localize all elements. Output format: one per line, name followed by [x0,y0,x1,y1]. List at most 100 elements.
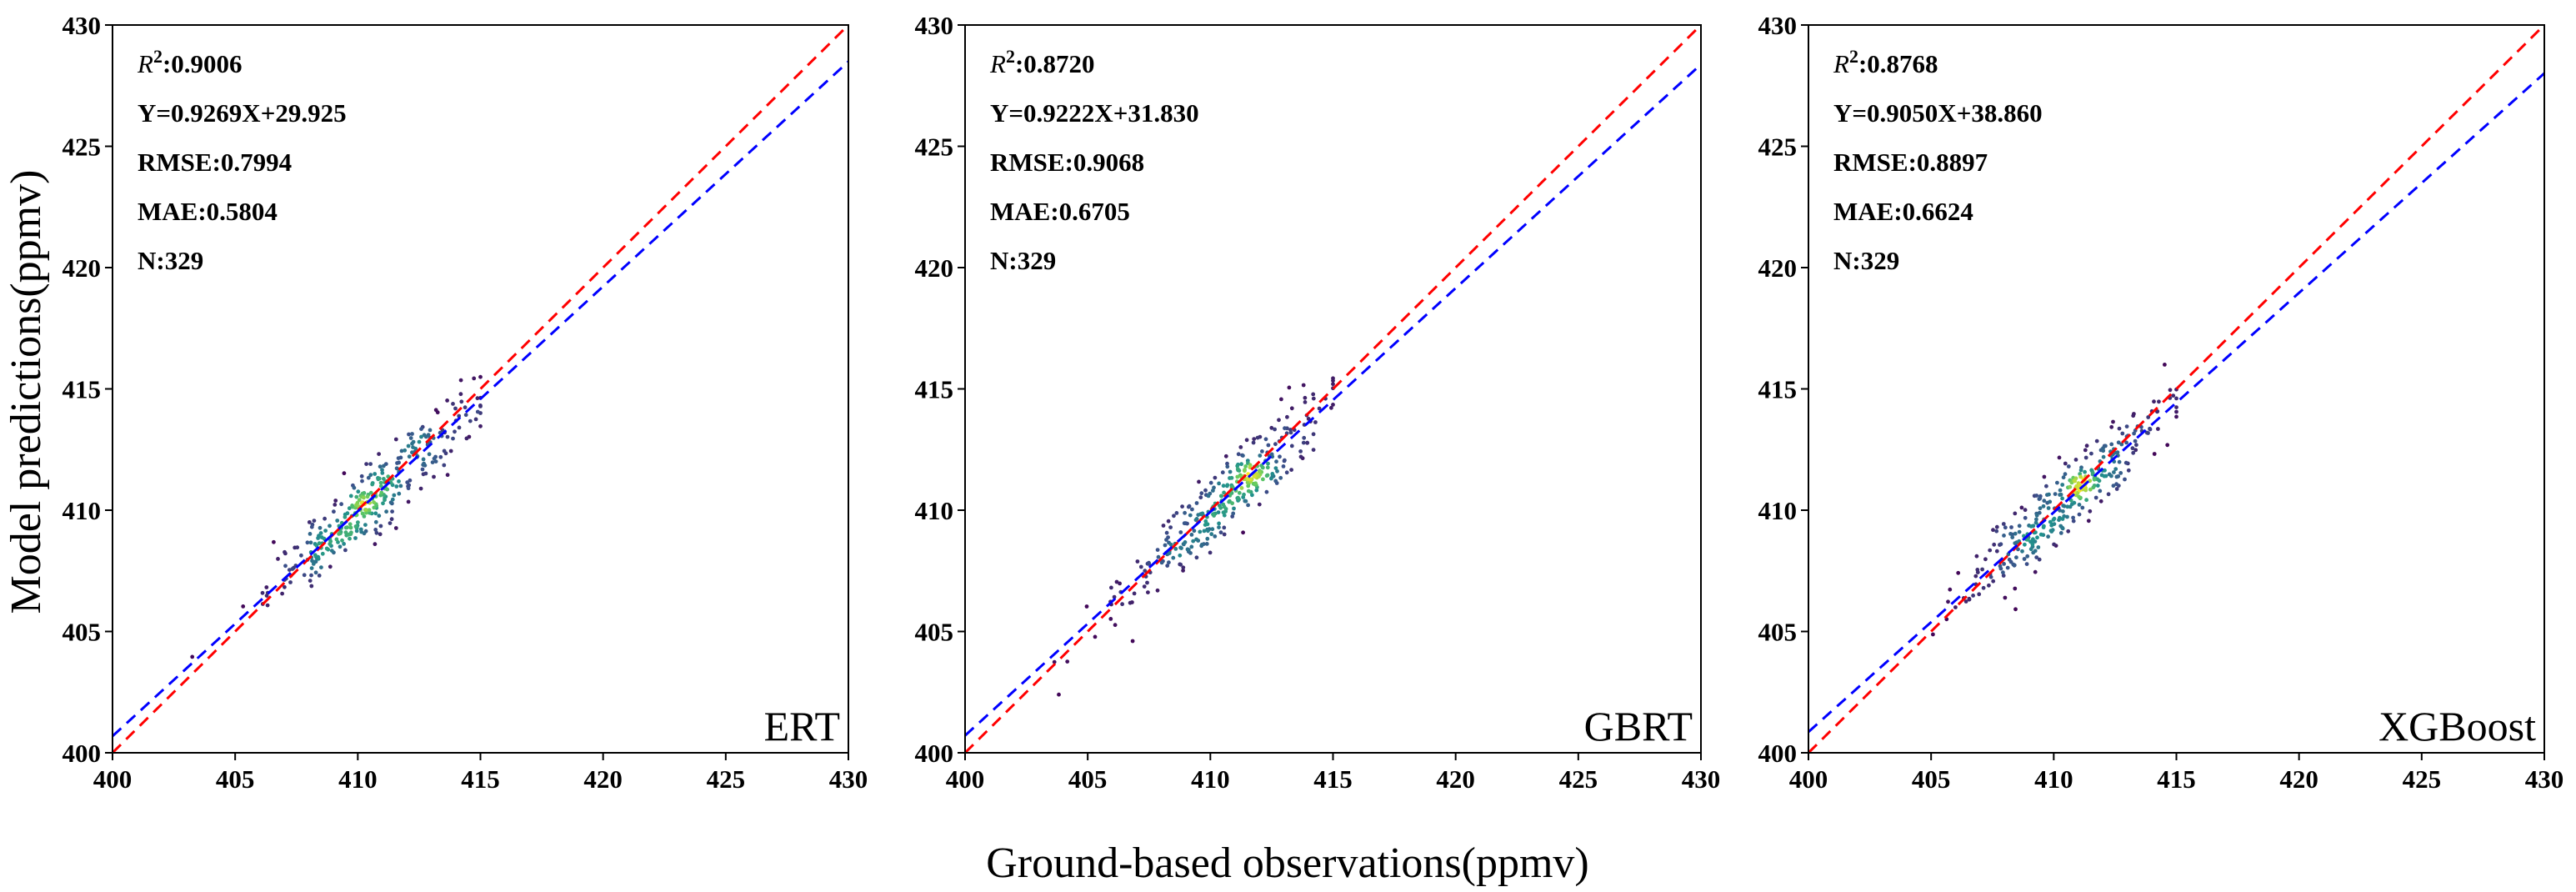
scatter-point [1301,383,1306,388]
scatter-point [343,514,348,519]
scatter-point [1303,395,1308,400]
scatter-point [395,461,399,465]
scatter-point [348,522,353,527]
scatter-point [1109,585,1113,590]
scatter-point [313,570,318,575]
scatter-point [2116,440,2121,445]
scatter-point [260,590,265,595]
scatter-point [394,484,399,489]
scatter-point [264,585,269,589]
scatter-point [348,532,353,537]
scatter-point [1217,481,1221,486]
scatter-point [1983,557,1988,562]
scatter-point [2112,470,2116,474]
scatter-point [1994,549,1999,554]
scatter-point [2013,531,2018,536]
r2-label: R [137,49,153,78]
panel-ert: 400 405 410 415 420 425 430 400 405 410 415 420 425… [63,11,868,794]
scatter-point [2123,460,2128,465]
scatter-point [2103,468,2107,473]
scatter-point [2066,529,2071,534]
scatter-point [2023,508,2028,513]
scatter-point [2037,557,2042,562]
scatter-point [372,500,376,504]
scatter-point [1981,585,1986,590]
scatter-point [288,580,293,584]
y-tick-label: 410 [63,496,102,525]
scatter-point [1253,481,1258,486]
scatter-point [364,462,368,466]
scatter-point [1242,492,1246,497]
scatter-point [2133,448,2138,453]
scatter-point [2047,492,2051,497]
scatter-point [428,428,433,433]
scatter-point [2114,474,2119,479]
scatter-point [2088,509,2093,514]
scatter-point [2095,477,2100,482]
scatter-point [1203,523,1208,527]
scatter-point [302,573,307,578]
scatter-point [2077,512,2082,517]
scatter-point [2033,549,2038,554]
scatter-point [1120,602,1124,607]
scatter-point [1223,454,1228,459]
scatter-point [2174,396,2178,401]
scatter-point [2146,415,2151,419]
scatter-point [2088,487,2093,492]
scatter-point [1252,437,1257,441]
scatter-point [2098,499,2103,504]
scatter-point [1142,584,1147,589]
scatter-point [1203,488,1208,493]
scatter-point [2109,474,2113,479]
scatter-point [1283,426,1287,431]
scatter-point [2036,545,2041,549]
scatter-point [1260,449,1264,454]
scatter-point [1311,392,1316,397]
scatter-point [2080,505,2085,510]
scatter-point [2048,499,2053,504]
scatter-point [2072,500,2077,505]
scatter-point [1221,502,1226,507]
rmse-stat: RMSE:0.9068 [990,148,1144,177]
scatter-point [2146,431,2150,435]
scatter-point [1311,432,1316,437]
scatter-point [1275,469,1279,474]
scatter-point [1963,599,1968,604]
scatter-point [1287,385,1292,390]
scatter-point [1270,472,1275,476]
scatter-point [378,524,383,529]
scatter-point [1273,466,1278,470]
scatter-point [2092,477,2097,482]
scatter-point [1977,592,1982,597]
scatter-point [1994,524,1999,529]
scatter-point [1146,590,1150,594]
scatter-point [478,423,483,428]
scatter-point [1188,513,1193,518]
scatter-point [2034,555,2039,559]
x-tick-label: 420 [1436,764,1475,794]
scatter-point [2037,510,2042,515]
scatter-point [332,509,336,514]
scatter-point [1225,461,1229,466]
scatter-point [2058,515,2062,520]
scatter-point [1161,524,1166,528]
scatter-point [307,520,312,524]
scatter-point [2124,440,2128,445]
scatter-point [1113,623,1118,628]
x-tick-label: 425 [707,764,746,794]
scatter-point [1230,514,1235,519]
scatter-point [373,542,378,547]
scatter-point [397,491,402,496]
scatter-point [2060,483,2065,487]
scatter-point [1255,435,1260,440]
y-tick-label: 400 [63,739,102,768]
scatter-point [368,473,373,478]
scatter-point [1239,486,1244,490]
scatter-point [390,509,394,514]
scatter-point [2073,479,2077,484]
scatter-point [2130,446,2135,451]
scatter-point [2063,461,2068,466]
scatter-point [2065,504,2070,509]
scatter-point [1311,396,1316,401]
scatter-point [1971,594,1975,598]
